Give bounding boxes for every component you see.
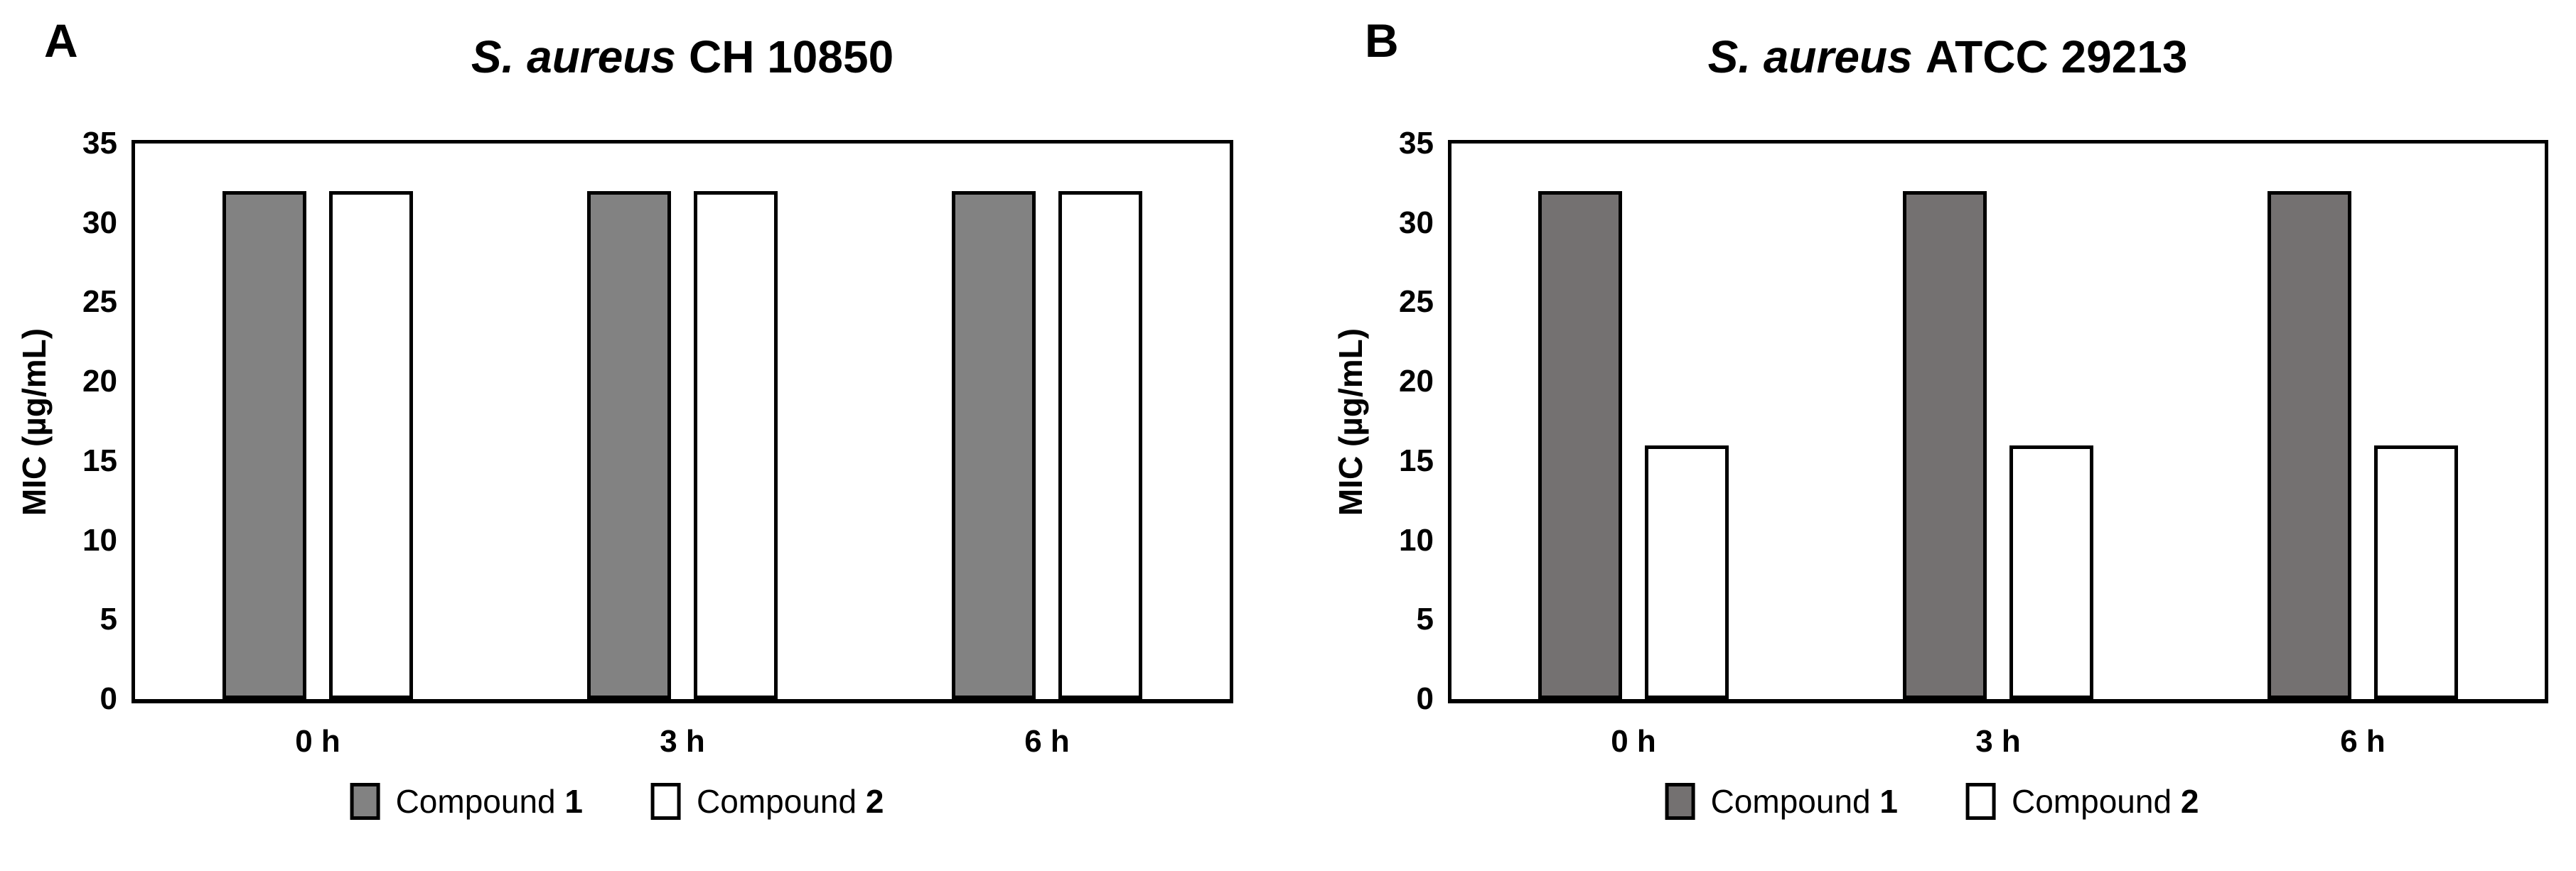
chart-title-species: S. aureus <box>1707 31 1913 82</box>
bar-compound-1 <box>2268 191 2351 699</box>
legend-swatch <box>1665 783 1695 820</box>
legend-item: Compound 2 <box>1966 783 2199 820</box>
y-tick-label: 25 <box>1399 284 1434 319</box>
legend-item: Compound 2 <box>651 783 884 820</box>
legend: Compound 1 Compound 2 <box>350 783 884 820</box>
chart-title-strain: ATCC 29213 <box>1925 31 2188 82</box>
legend: Compound 1 Compound 2 <box>1665 783 2199 820</box>
y-tick-label: 15 <box>1399 443 1434 478</box>
legend-label: Compound 1 <box>1710 783 1898 820</box>
plot-area <box>132 140 1233 703</box>
y-tick-label: 35 <box>1399 126 1434 161</box>
y-tick-label: 0 <box>1416 681 1434 716</box>
bar-compound-1 <box>952 191 1036 699</box>
legend-label: Compound 1 <box>395 783 583 820</box>
panel-label: A <box>44 14 78 67</box>
x-category-label: 3 h <box>1975 724 2021 759</box>
y-axis-title: MIC (µg/mL) <box>16 328 53 516</box>
panel-b: B S. aureus ATCC 29213 MIC (µg/mL) Compou… <box>1288 0 2576 871</box>
y-tick-label: 10 <box>82 523 117 558</box>
legend-label: Compound 2 <box>697 783 884 820</box>
bar-compound-1 <box>1903 191 1987 699</box>
y-tick-label: 20 <box>82 364 117 399</box>
chart-title-strain: CH 10850 <box>688 31 894 82</box>
x-category-label: 0 h <box>1611 724 1656 759</box>
y-tick-label: 30 <box>82 205 117 240</box>
y-tick-label: 10 <box>1399 523 1434 558</box>
x-category-label: 0 h <box>295 724 340 759</box>
bar-compound-2 <box>1645 445 1729 699</box>
x-category-label: 3 h <box>660 724 705 759</box>
legend-item: Compound 1 <box>1665 783 1898 820</box>
y-tick-label: 20 <box>1399 364 1434 399</box>
chart-title-species: S. aureus <box>471 31 676 82</box>
y-axis-title: MIC (µg/mL) <box>1332 328 1369 516</box>
x-category-label: 6 h <box>2340 724 2386 759</box>
y-tick-label: 25 <box>82 284 117 319</box>
y-tick-label: 0 <box>100 681 117 716</box>
y-tick-label: 30 <box>1399 205 1434 240</box>
bar-compound-2 <box>329 191 413 699</box>
legend-swatch <box>1966 783 1996 820</box>
x-category-label: 6 h <box>1024 724 1070 759</box>
bar-compound-2 <box>2009 445 2093 699</box>
legend-item: Compound 1 <box>350 783 583 820</box>
y-tick-label: 5 <box>100 602 117 637</box>
panel-label: B <box>1365 14 1399 67</box>
chart-title: S. aureus CH 10850 <box>471 34 893 80</box>
plot-area <box>1448 140 2548 703</box>
chart-title: S. aureus ATCC 29213 <box>1708 34 2188 80</box>
bar-compound-2 <box>2374 445 2458 699</box>
y-tick-label: 5 <box>1416 602 1434 637</box>
bar-compound-1 <box>1538 191 1622 699</box>
bar-compound-1 <box>222 191 306 699</box>
legend-swatch <box>651 783 681 820</box>
y-tick-label: 35 <box>82 126 117 161</box>
bar-compound-2 <box>694 191 778 699</box>
bar-compound-2 <box>1058 191 1142 699</box>
legend-label: Compound 2 <box>2012 783 2199 820</box>
y-tick-label: 15 <box>82 443 117 478</box>
legend-swatch <box>350 783 380 820</box>
panel-a: A S. aureus CH 10850 MIC (µg/mL) Compound… <box>16 14 1233 820</box>
bar-compound-1 <box>587 191 671 699</box>
